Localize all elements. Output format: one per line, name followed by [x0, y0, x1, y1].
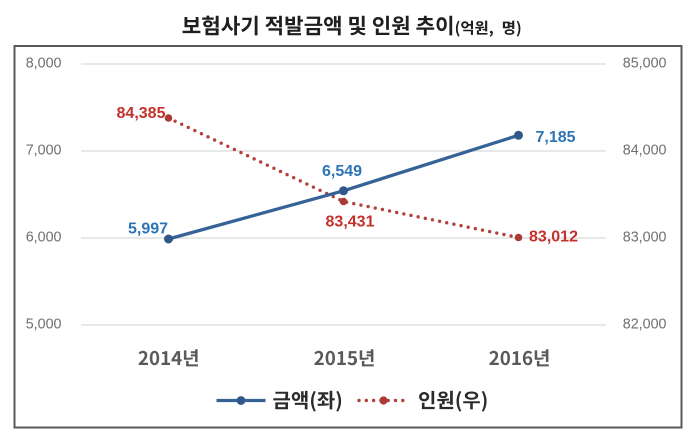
svg-text:83,431: 83,431 [326, 214, 375, 231]
svg-text:5,997: 5,997 [128, 220, 168, 237]
svg-text:84,000: 84,000 [623, 143, 667, 159]
svg-text:6,549: 6,549 [322, 163, 362, 180]
svg-text:7,185: 7,185 [535, 129, 575, 146]
svg-text:7,000: 7,000 [26, 143, 62, 159]
svg-text:85,000: 85,000 [623, 56, 667, 72]
svg-text:83,012: 83,012 [529, 229, 578, 246]
svg-text:84,385: 84,385 [117, 105, 166, 122]
svg-text:6,000: 6,000 [26, 230, 62, 246]
svg-text:8,000: 8,000 [26, 56, 62, 72]
svg-text:82,000: 82,000 [623, 317, 667, 333]
svg-text:5,000: 5,000 [26, 317, 62, 333]
svg-text:83,000: 83,000 [623, 230, 667, 246]
